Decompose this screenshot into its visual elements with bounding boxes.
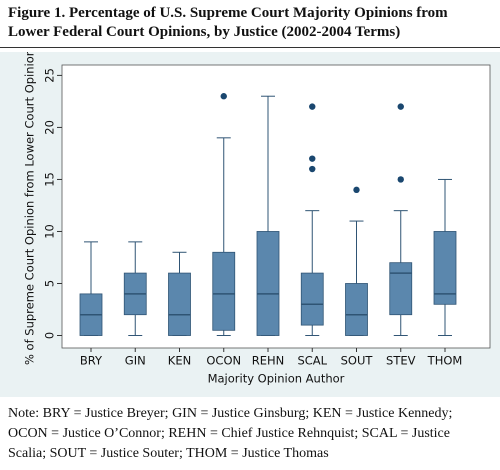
x-tick-label: SCAL: [297, 354, 327, 368]
y-tick-label: 20: [43, 120, 57, 135]
outlier: [309, 155, 316, 162]
x-tick-label: SOUT: [341, 354, 374, 368]
box: [300, 272, 324, 326]
chart: Majority Opinion Author % of Supreme Cou…: [0, 52, 500, 397]
box: [433, 231, 457, 305]
y-tick-label: 0: [43, 332, 57, 339]
outlier: [309, 103, 316, 110]
outlier: [220, 93, 227, 100]
box: [256, 231, 280, 336]
y-tick-label: 25: [43, 68, 57, 83]
box: [389, 262, 413, 316]
y-tick-label: 10: [43, 224, 57, 239]
y-tick-label: 5: [43, 280, 57, 287]
box: [168, 272, 191, 336]
x-tick-label: OCON: [206, 354, 241, 368]
x-axis-label: Majority Opinion Author: [208, 372, 345, 386]
note: Note: BRY = Justice Breyer; GIN = Justic…: [8, 406, 453, 461]
x-tick-label: GIN: [125, 354, 146, 368]
x-tick-label: KEN: [168, 354, 191, 368]
y-tick-label: 15: [43, 172, 57, 187]
figure-title: Figure 1. Percentage of U.S. Supreme Cou…: [8, 5, 448, 40]
x-tick-label: BRY: [80, 354, 103, 368]
outlier: [397, 103, 404, 110]
outlier: [309, 165, 316, 173]
outlier: [353, 186, 360, 194]
x-tick-label: THOM: [427, 354, 463, 368]
title-rule: [0, 47, 500, 48]
y-axis-label: % of Supreme Court Opinion from Lower Co…: [23, 52, 37, 365]
x-tick-label: REHN: [252, 354, 285, 368]
x-tick-label: STEV: [386, 354, 416, 368]
box: [212, 251, 236, 331]
outlier: [397, 176, 404, 183]
box: [345, 283, 368, 336]
